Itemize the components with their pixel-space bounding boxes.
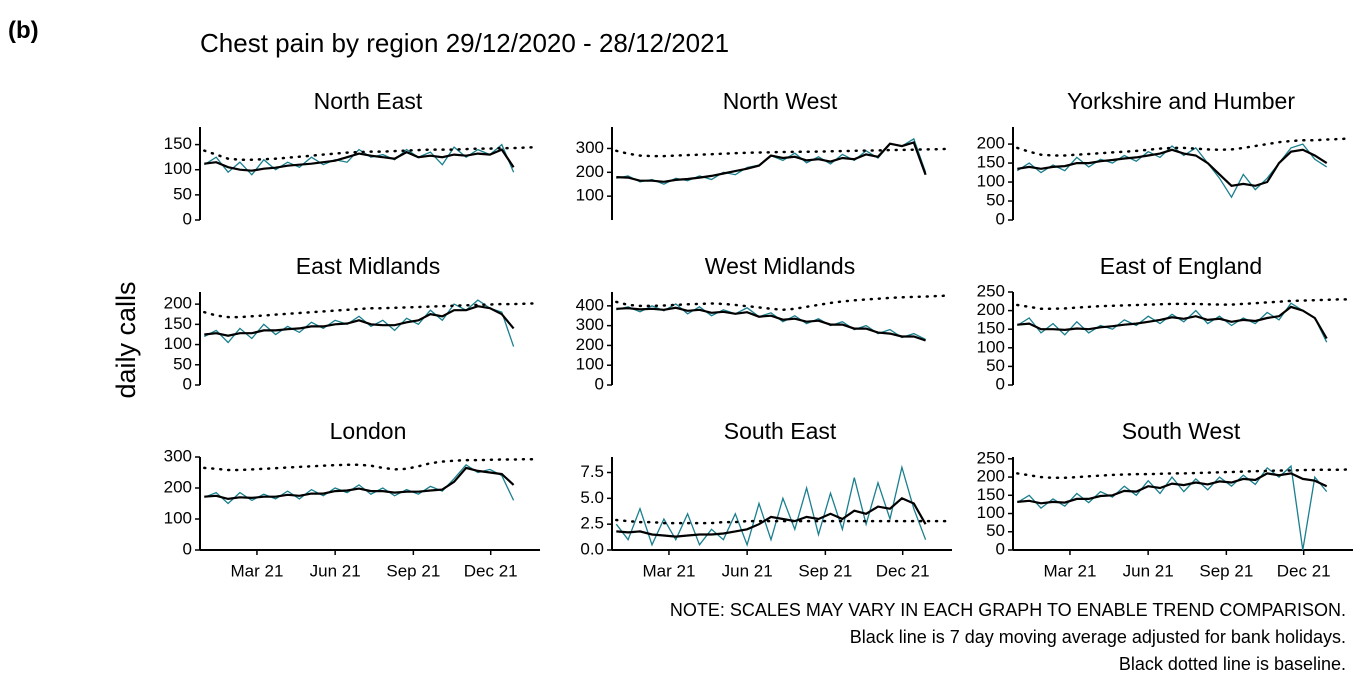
panel-title: Yorkshire and Humber: [1067, 88, 1295, 114]
baseline-line: [1016, 298, 1352, 310]
series-line: [616, 497, 927, 538]
y-tick-label: 50: [986, 356, 1005, 375]
y-tick-label: 0: [183, 209, 192, 228]
baseline-line: [615, 147, 951, 158]
series-line: [1017, 472, 1328, 505]
y-tick-label: 100: [977, 172, 1005, 191]
x-tick-label: Jun 21: [722, 561, 773, 580]
series-line: [1016, 302, 1328, 343]
panel-title: North East: [314, 88, 423, 114]
y-tick-label: 150: [977, 153, 1005, 172]
y-tick-label: 150: [164, 134, 192, 153]
series-line: [204, 299, 515, 347]
series-line: [204, 466, 515, 501]
x-tick-label: Dec 21: [1277, 561, 1331, 580]
panel-title: East of England: [1100, 253, 1262, 279]
y-tick-label: 50: [173, 354, 192, 373]
y-tick-label: 400: [576, 295, 604, 314]
y-tick-label: 100: [576, 355, 604, 374]
y-tick-label: 200: [977, 467, 1005, 486]
y-tick-label: 0: [996, 209, 1005, 228]
series-line: [616, 306, 926, 342]
baseline-line: [615, 294, 951, 312]
baseline-line: [1016, 137, 1352, 157]
series-line: [615, 464, 927, 547]
y-tick-label: 50: [173, 184, 192, 203]
y-tick-label: 100: [977, 337, 1005, 356]
y-tick-label: 200: [576, 162, 604, 181]
y-tick-label: 100: [977, 503, 1005, 522]
baseline-line: [203, 302, 539, 319]
y-tick-label: 0.0: [580, 539, 604, 558]
y-tick-label: 250: [977, 281, 1005, 300]
panel-title: North West: [723, 88, 838, 114]
x-tick-label: Dec 21: [464, 561, 518, 580]
note: NOTE: SCALES MAY VARY IN EACH GRAPH TO E…: [670, 600, 1346, 620]
y-tick-label: 300: [576, 315, 604, 334]
y-tick-label: 50: [986, 521, 1005, 540]
y-tick-label: 300: [576, 138, 604, 157]
y-tick-label: 0: [996, 374, 1005, 393]
y-tick-label: 200: [977, 300, 1005, 319]
series-line: [204, 305, 515, 337]
y-tick-label: 200: [164, 294, 192, 313]
y-tick-label: 250: [977, 448, 1005, 467]
baseline-line: [203, 145, 539, 161]
series-line: [616, 137, 927, 185]
y-tick-label: 150: [977, 319, 1005, 338]
baseline-line: [1016, 468, 1352, 480]
note: Black line is 7 day moving average adjus…: [850, 627, 1346, 647]
figure-title: Chest pain by region 29/12/2020 - 28/12/…: [200, 28, 729, 58]
y-tick-label: 50: [986, 191, 1005, 210]
note: Black dotted line is baseline.: [1119, 654, 1346, 674]
y-axis-label: daily calls: [111, 281, 141, 398]
y-tick-label: 300: [164, 446, 192, 465]
series-line: [1017, 148, 1328, 187]
panel-title: South East: [724, 418, 837, 444]
y-tick-label: 200: [977, 134, 1005, 153]
x-tick-label: Mar 21: [230, 561, 283, 580]
panel-title: South West: [1122, 418, 1241, 444]
y-tick-label: 7.5: [580, 462, 604, 481]
series-line: [1016, 464, 1328, 551]
baseline-line: [615, 518, 951, 525]
x-tick-label: Mar 21: [642, 561, 695, 580]
x-tick-label: Jun 21: [1123, 561, 1174, 580]
y-tick-label: 5.0: [580, 488, 604, 507]
y-tick-label: 200: [576, 335, 604, 354]
baseline-line: [203, 457, 539, 472]
y-tick-label: 200: [164, 477, 192, 496]
panel-title: East Midlands: [296, 253, 440, 279]
x-tick-label: Jun 21: [310, 561, 361, 580]
y-tick-label: 2.5: [580, 514, 604, 533]
series-line: [1017, 305, 1328, 340]
y-tick-label: 100: [164, 334, 192, 353]
series-line: [616, 141, 927, 183]
y-tick-label: 0: [183, 374, 192, 393]
x-tick-label: Dec 21: [876, 561, 930, 580]
panel-title: West Midlands: [705, 253, 855, 279]
y-tick-label: 150: [977, 485, 1005, 504]
y-tick-label: 150: [164, 314, 192, 333]
x-tick-label: Sep 21: [1199, 561, 1253, 580]
panel-label: (b): [8, 17, 39, 44]
x-tick-label: Sep 21: [386, 561, 440, 580]
series-line: [204, 148, 515, 172]
panel-title: London: [330, 418, 407, 444]
y-tick-label: 100: [164, 159, 192, 178]
x-tick-label: Mar 21: [1043, 561, 1096, 580]
y-tick-label: 100: [576, 186, 604, 205]
y-tick-label: 0: [595, 374, 604, 393]
y-tick-label: 0: [183, 539, 192, 558]
x-tick-label: Sep 21: [798, 561, 852, 580]
y-tick-label: 100: [164, 508, 192, 527]
series-line: [1016, 143, 1328, 199]
y-tick-label: 0: [996, 539, 1005, 558]
